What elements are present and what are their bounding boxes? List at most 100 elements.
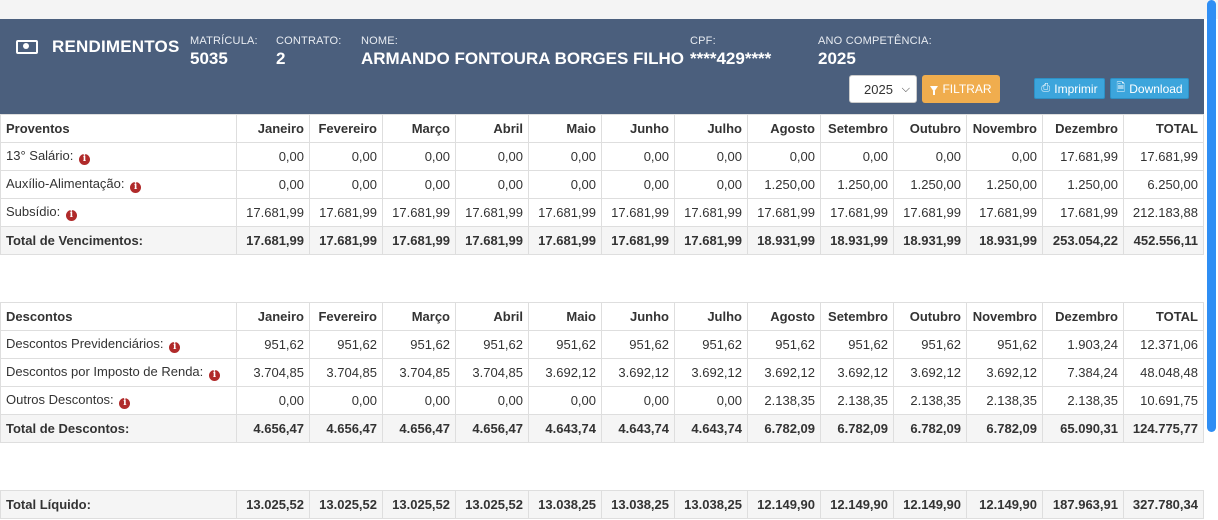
table-cell: 17.681,99 (601, 226, 675, 255)
filter-button-label: FILTRAR (942, 82, 992, 96)
column-header: Dezembro (1042, 302, 1124, 331)
table-cell: 12.149,90 (966, 490, 1043, 519)
table-cell: 187.963,91 (1042, 490, 1124, 519)
file-icon: 🗎 (1116, 82, 1126, 94)
table-row: 13° Salário: i 0,00 0,00 0,00 0,00 0,00 0,00 0,… (0, 142, 1204, 171)
column-header: Julho (674, 302, 748, 331)
table-cell: 0,00 (236, 386, 310, 415)
field-label: CONTRATO: (276, 35, 342, 47)
column-header: Agosto (747, 114, 821, 143)
column-header: Agosto (747, 302, 821, 331)
info-icon[interactable]: i (65, 210, 77, 221)
table-cell: 65.090,31 (1042, 414, 1124, 443)
scrollbar[interactable] (1207, 0, 1216, 432)
field-ano-competencia: ANO COMPETÊNCIA: 2025 (818, 35, 932, 69)
table-cell: 253.054,22 (1042, 226, 1124, 255)
table-cell: 3.692,12 (601, 358, 675, 387)
info-icon[interactable]: i (130, 182, 142, 193)
chevron-down-icon: ⌵ (901, 83, 910, 95)
year-select[interactable]: 2025 ⌵ (849, 75, 917, 103)
row-label-cell: Subsídio: i (0, 198, 237, 227)
table-cell: 17.681,99 (309, 198, 383, 227)
table-cell: 0,00 (601, 170, 675, 199)
top-strip (0, 0, 1218, 19)
table-cell: 3.704,85 (455, 358, 529, 387)
filter-button[interactable]: FILTRAR (922, 75, 1000, 103)
table-cell: 4.656,47 (455, 414, 529, 443)
field-matricula: MATRÍCULA: 5035 (190, 35, 258, 69)
table-cell: 17.681,99 (455, 198, 529, 227)
column-header: Abril (455, 114, 529, 143)
table-cell: 3.692,12 (966, 358, 1043, 387)
table-cell: 17.681,99 (528, 226, 602, 255)
table-cell: 17.681,99 (893, 198, 967, 227)
table-header-row: Descontos Janeiro Fevereiro Março Abril Maio J… (0, 302, 1204, 331)
print-button[interactable]: ⎙ Imprimir (1034, 78, 1105, 99)
table-cell: 0,00 (455, 170, 529, 199)
table-row: Descontos por Imposto de Renda: i 3.704,8… (0, 358, 1204, 387)
page-title: RENDIMENTOS (52, 37, 180, 56)
table-cell: 2.138,35 (747, 386, 821, 415)
table-cell: 17.681,99 (747, 198, 821, 227)
row-label-cell: Total de Vencimentos: (0, 226, 237, 255)
table-cell: 2.138,35 (1042, 386, 1124, 415)
table-cell: 4.643,74 (674, 414, 748, 443)
table-cell: 1.250,00 (893, 170, 967, 199)
table-cell: 6.782,09 (820, 414, 894, 443)
table-cell: 12.371,06 (1123, 330, 1204, 359)
table-cell: 6.782,09 (893, 414, 967, 443)
table-cell: 48.048,48 (1123, 358, 1204, 387)
table-header-row: Proventos Janeiro Fevereiro Março Abril Maio J… (0, 114, 1204, 143)
info-icon[interactable]: i (169, 342, 181, 353)
table-cell: 0,00 (455, 386, 529, 415)
column-header: Dezembro (1042, 114, 1124, 143)
column-header: Outubro (893, 302, 967, 331)
table-cell: 1.250,00 (1042, 170, 1124, 199)
field-value: ARMANDO FONTOURA BORGES FILHO (361, 49, 684, 68)
table-cell: 951,62 (528, 330, 602, 359)
table-cell: 0,00 (601, 142, 675, 171)
field-cpf: CPF: ****429**** (690, 35, 771, 69)
field-value: 2 (276, 49, 286, 68)
table-cell: 452.556,11 (1123, 226, 1204, 255)
table-row: Auxílio-Alimentação: i 0,00 0,00 0,00 0,00 0,… (0, 170, 1204, 199)
print-icon: ⎙ (1041, 82, 1051, 94)
row-label: 13° Salário: (6, 148, 74, 163)
table-cell: 1.250,00 (747, 170, 821, 199)
table-cell: 3.704,85 (382, 358, 456, 387)
table-cell: 2.138,35 (820, 386, 894, 415)
row-label-cell: Auxílio-Alimentação: i (0, 170, 237, 199)
brand: RENDIMENTOS (16, 37, 180, 57)
download-button[interactable]: 🗎 Download (1110, 78, 1189, 99)
descontos-table: Descontos Janeiro Fevereiro Março Abril Maio J… (0, 302, 1204, 443)
table-cell: 2.138,35 (966, 386, 1043, 415)
table-cell: 951,62 (747, 330, 821, 359)
proventos-table: Proventos Janeiro Fevereiro Março Abril Maio J… (0, 114, 1204, 255)
table-cell: 0,00 (966, 142, 1043, 171)
info-icon[interactable]: i (78, 154, 90, 165)
column-header: Novembro (966, 302, 1043, 331)
download-button-label: Download (1129, 81, 1183, 96)
table-cell: 17.681,99 (1042, 198, 1124, 227)
table-cell: 18.931,99 (893, 226, 967, 255)
table-cell: 0,00 (601, 386, 675, 415)
column-header: TOTAL (1123, 114, 1204, 143)
table-cell: 1.250,00 (966, 170, 1043, 199)
row-label-cell: Total Líquido: (0, 490, 237, 519)
info-icon[interactable]: i (208, 370, 220, 381)
table-cell: 0,00 (528, 142, 602, 171)
table-cell: 951,62 (236, 330, 310, 359)
row-label: Total de Descontos: (6, 421, 130, 436)
field-value: 5035 (190, 49, 228, 68)
table-cell: 3.692,12 (747, 358, 821, 387)
table-cell: 327.780,34 (1123, 490, 1204, 519)
print-button-label: Imprimir (1054, 81, 1098, 96)
info-icon[interactable]: i (119, 398, 131, 409)
table-cell: 6.250,00 (1123, 170, 1204, 199)
field-value: ****429**** (690, 49, 772, 68)
table-cell: 0,00 (893, 142, 967, 171)
total-row: Total de Vencimentos: 17.681,99 17.681,99 1… (0, 226, 1204, 255)
row-label-cell: Descontos por Imposto de Renda: i (0, 358, 237, 387)
table-cell: 17.681,99 (455, 226, 529, 255)
table-cell: 6.782,09 (966, 414, 1043, 443)
